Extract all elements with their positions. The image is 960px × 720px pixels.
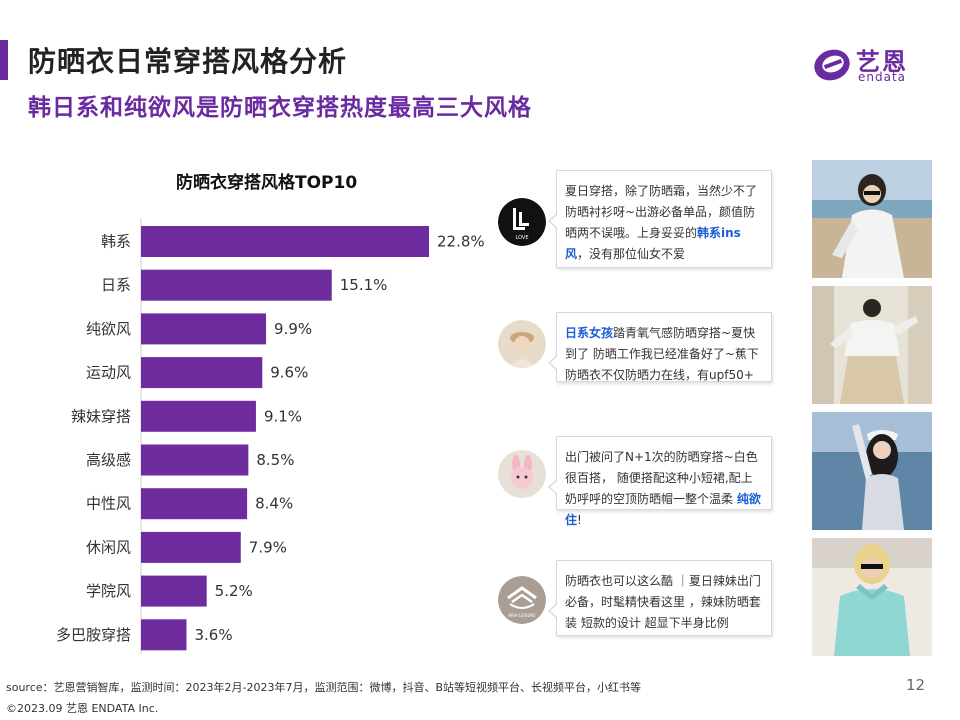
post-bubble: 夏日穿搭，除了防晒霜，当然少不了防晒衬衫呀~出游必备单品，颜值防晒两不误哦。上身… — [548, 170, 772, 268]
post-text: 防晒衣也可以这么酷 ｜夏日辣妹出门必备，时髦精快看这里 ，辣妹防晒套装 短款的设… — [565, 574, 761, 630]
source-note: source：艺恩营销智库，监测时间：2023年2月-2023年7月，监测范围：… — [6, 681, 642, 694]
bar-9 — [141, 575, 207, 607]
endata-logo: 艺恩 endata — [812, 40, 932, 86]
bar-7 — [141, 488, 248, 520]
post-text-end: 踏青氧气感防晒穿搭~夏快到了 防晒工作我已经准备好了~蕉下防晒衣不仅防晒力在线，… — [565, 326, 759, 382]
post-highlight: 日系女孩 — [565, 326, 614, 340]
category-label: 高级感 — [86, 451, 131, 469]
page-title: 防晒衣日常穿搭风格分析 — [28, 45, 348, 78]
category-label: 中性风 — [86, 495, 131, 513]
logo-text-en: endata — [858, 70, 907, 84]
post-card-3: 出门被问了N+1次的防晒穿搭~白色很百搭， 随便搭配这种小短裙,配上奶呼呼的空顶… — [496, 436, 786, 527]
category-label: 韩系 — [101, 233, 131, 251]
value-label: 8.5% — [256, 451, 294, 469]
title-accent-bar — [0, 40, 8, 80]
bunny-avatar-icon — [498, 450, 546, 498]
brand-emblem-icon: ARIA LEISURE — [498, 576, 546, 624]
category-label: 纯欲风 — [86, 320, 131, 338]
bar-8 — [141, 531, 241, 563]
avatar-text: ARIA LEISURE — [508, 613, 536, 618]
value-label: 7.9% — [249, 538, 287, 556]
copyright: ©2023.09 艺恩 ENDATA Inc. — [6, 702, 159, 715]
post-text-end: ! — [577, 513, 582, 527]
logo-L-icon: LOVE — [498, 198, 546, 246]
value-label: 8.4% — [255, 495, 293, 513]
category-label: 多巴胺穿搭 — [56, 626, 131, 644]
post-card-2: 日系女孩踏青氧气感防晒穿搭~夏快到了 防晒工作我已经准备好了~蕉下防晒衣不仅防晒… — [496, 312, 786, 402]
post-card-4: ARIA LEISURE 防晒衣也可以这么酷 ｜夏日辣妹出门必备，时髦精快看这里… — [496, 560, 786, 650]
category-label: 学院风 — [86, 582, 131, 600]
girl-avatar-icon — [498, 320, 546, 368]
value-label: 9.1% — [264, 407, 302, 425]
value-label: 15.1% — [340, 276, 388, 294]
post-bubble: 日系女孩踏青氧气感防晒穿搭~夏快到了 防晒工作我已经准备好了~蕉下防晒衣不仅防晒… — [548, 312, 772, 382]
page-subtitle: 韩日系和纯欲风是防晒衣穿搭热度最高三大风格 — [28, 95, 532, 121]
teal-jacket-photo — [812, 538, 932, 656]
avatar-text: LOVE — [515, 235, 528, 241]
value-label: 22.8% — [437, 233, 485, 251]
bar-1 — [141, 226, 429, 257]
category-label: 辣妹穿搭 — [71, 407, 131, 425]
post-highlight: 韩系ins风 — [565, 226, 741, 261]
logo-text-cn: 艺恩 — [856, 48, 908, 76]
value-label: 3.6% — [194, 626, 232, 644]
post-text: 出门被问了N+1次的防晒穿搭~白色很百搭， 随便搭配这种小短裙,配上奶呼呼的空顶… — [565, 450, 758, 506]
post-bubble: 出门被问了N+1次的防晒穿搭~白色很百搭， 随便搭配这种小短裙,配上奶呼呼的空顶… — [548, 436, 772, 527]
value-label: 5.2% — [215, 582, 253, 600]
value-label: 9.9% — [274, 320, 312, 338]
value-label: 9.6% — [270, 364, 308, 382]
post-highlight: 纯欲住 — [565, 492, 761, 527]
bar-chart: 韩系 22.8% 日系 15.1% 纯欲风 9.9% 运动风 9.6% 辣妹穿搭 9.1% 高级感 8… — [56, 218, 485, 654]
chart-title: 防晒衣穿搭风格TOP10 — [176, 173, 358, 193]
post-card-1: LOVE 夏日穿搭，除了防晒霜，当然少不了防晒衬衫呀~出游必备单品，颜值防晒两不… — [496, 170, 786, 268]
post-text: 夏日穿搭，除了防晒霜，当然少不了防晒衬衫呀~出游必备单品，颜值防晒两不误哦。上身… — [565, 184, 758, 240]
post-bubble: 防晒衣也可以这么酷 ｜夏日辣妹出门必备，时髦精快看这里 ，辣妹防晒套装 短款的设… — [548, 560, 772, 636]
bar-6 — [141, 444, 249, 476]
bar-2 — [141, 269, 332, 301]
bar-5 — [141, 400, 256, 432]
page-number: 12 — [906, 676, 926, 694]
bar-10 — [141, 619, 187, 651]
category-label: 休闲风 — [86, 538, 131, 556]
white-jacket-photo — [812, 286, 932, 404]
post-text-end: ，没有那位仙女不爱 — [577, 247, 686, 261]
sea-cap-photo — [812, 412, 932, 530]
category-label: 日系 — [101, 276, 131, 294]
beach-woman-photo — [812, 160, 932, 278]
bar-3 — [141, 313, 267, 345]
endata-logo-icon — [814, 49, 850, 81]
bar-4 — [141, 357, 263, 389]
category-label: 运动风 — [86, 364, 131, 382]
